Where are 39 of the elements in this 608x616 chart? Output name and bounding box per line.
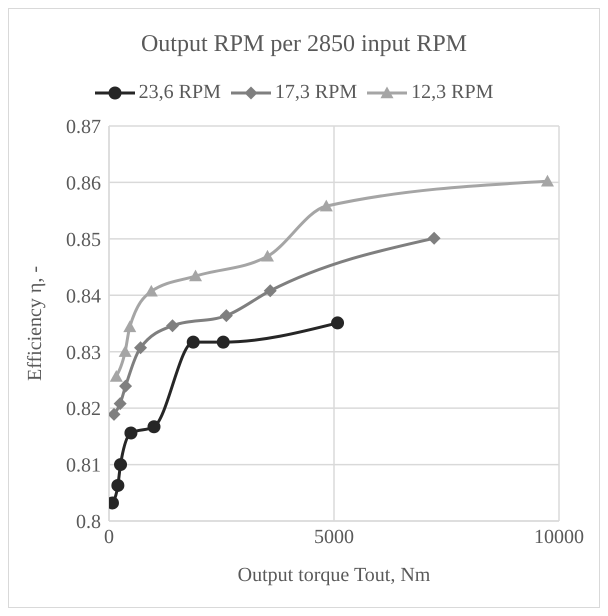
point xyxy=(134,341,148,354)
legend-label: 23,6 RPM xyxy=(138,81,221,104)
y-tick-label: 0.86 xyxy=(66,172,101,195)
chart-title: Output RPM per 2850 input RPM xyxy=(140,30,468,59)
point xyxy=(119,380,132,393)
point xyxy=(216,336,230,349)
y-tick-label: 0.85 xyxy=(66,228,101,251)
x-axis-title: Output torque Tout, Nm xyxy=(238,564,431,586)
point xyxy=(166,319,179,332)
point xyxy=(123,320,136,332)
x-tick-label: 5000 xyxy=(314,526,354,548)
point xyxy=(148,420,160,434)
y-tick-label: 0.83 xyxy=(66,342,101,364)
y-tick-label: 0.82 xyxy=(66,398,101,420)
legend-label: 17,3 RPM xyxy=(274,81,358,104)
point xyxy=(114,458,128,472)
point xyxy=(320,200,333,212)
point xyxy=(220,309,233,322)
point xyxy=(186,336,200,349)
x-tick-label: 10000 xyxy=(534,526,584,548)
x-tick-label: 0 xyxy=(104,526,114,548)
y-tick-label: 0.81 xyxy=(66,454,101,477)
point xyxy=(111,478,124,492)
point xyxy=(540,174,554,186)
point xyxy=(144,284,158,297)
legend-label: 12,3 RPM xyxy=(411,81,494,104)
point xyxy=(114,397,127,410)
point xyxy=(189,270,202,282)
point xyxy=(264,284,277,298)
point xyxy=(124,426,138,440)
y-axis-title: Efficiency η, - xyxy=(24,266,46,382)
point xyxy=(260,250,274,262)
point xyxy=(331,316,344,330)
y-tick-label: 0.84 xyxy=(66,285,101,308)
y-tick-label: 0.87 xyxy=(66,116,101,138)
point xyxy=(110,370,123,382)
point xyxy=(118,345,132,357)
point xyxy=(428,232,441,245)
y-tick-label: 0.8 xyxy=(76,511,101,534)
